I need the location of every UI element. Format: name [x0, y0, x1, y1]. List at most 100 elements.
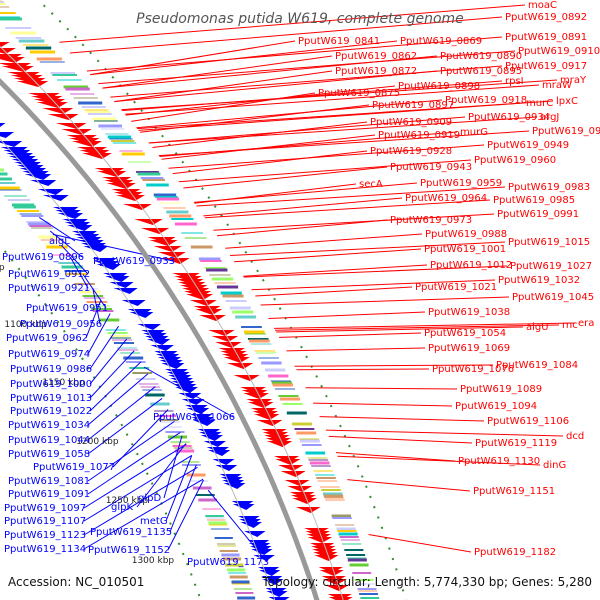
- leader-line-forward: [193, 182, 418, 203]
- reverse-gene-arrow: [244, 531, 266, 537]
- gene-label-forward: PputW619_0897: [372, 100, 454, 111]
- leader-line-forward: [102, 55, 333, 89]
- leader-line-reverse: [87, 313, 111, 355]
- gene-label-forward: PputW619_0943: [390, 162, 472, 173]
- leader-line-forward: [243, 264, 428, 277]
- strand-line: [0, 138, 276, 600]
- gene-label-forward: PputW619_0973: [390, 215, 472, 226]
- gene-label-forward: PputW619_0991: [497, 209, 579, 220]
- gene-label-reverse: PputW619_1000: [10, 379, 92, 390]
- forward-gene-arrow: [96, 171, 127, 177]
- gene-label-reverse: PputW619_1135: [90, 527, 172, 538]
- forward-gene-arrow: [295, 507, 321, 513]
- leader-line-reverse: [38, 216, 76, 242]
- reverse-gene-arrow: [223, 483, 246, 489]
- gene-label-reverse: PputW619_1091: [8, 489, 90, 500]
- leader-line-forward: [152, 121, 368, 148]
- leader-line-forward: [213, 213, 495, 231]
- forward-gene-arrow: [292, 498, 318, 504]
- reverse-gene-arrow: [150, 345, 174, 351]
- forward-gene-arrow: [16, 81, 49, 87]
- gene-label-forward: PputW619_0919: [378, 130, 460, 141]
- forward-gene-arrow: [122, 204, 152, 210]
- gene-label-reverse: PputW619_1097: [4, 503, 86, 514]
- leader-line-forward: [168, 144, 485, 169]
- gene-label-forward: murC: [526, 98, 553, 109]
- leader-line-forward: [251, 279, 496, 291]
- gene-label-reverse: PputW619_1044: [8, 435, 90, 446]
- leader-line-forward: [90, 40, 296, 76]
- forward-gene-arrow: [0, 57, 25, 63]
- gene-label-forward: mraY: [560, 75, 587, 86]
- gene-label-reverse: PputW619_1107: [4, 516, 86, 527]
- reverse-gene-arrow: [146, 339, 171, 345]
- reverse-gene-arrow: [215, 465, 238, 471]
- gene-label-reverse: PputW619_1013: [10, 393, 92, 404]
- leader-line-forward: [136, 99, 443, 129]
- leader-line-forward: [255, 286, 413, 297]
- leader-line-forward: [319, 416, 485, 422]
- forward-gene-arrow: [195, 309, 223, 315]
- reverse-gene-arrow: [178, 393, 202, 399]
- leader-line-reverse: [85, 299, 102, 339]
- gene-label-forward: PputW619_0960: [474, 155, 556, 166]
- reverse-gene-arrow: [240, 522, 263, 528]
- forward-gene-arrow: [185, 294, 214, 300]
- reverse-gene-arrow: [121, 300, 146, 306]
- forward-gene-arrow: [134, 219, 163, 225]
- reverse-gene-arrow: [113, 288, 138, 294]
- gene-label-forward: PputW619_1038: [428, 307, 510, 318]
- reverse-gene-arrow: [83, 246, 109, 252]
- reverse-gene-arrow: [30, 180, 57, 186]
- forward-gene-arrow: [81, 153, 112, 159]
- gene-label-forward: PputW619_1045: [512, 292, 594, 303]
- leader-line-reverse: [70, 257, 89, 289]
- leader-line-forward: [276, 326, 524, 333]
- gene-label-forward: PputW619_0890: [440, 51, 522, 62]
- gene-label-reverse: PputW619_0974: [8, 349, 90, 360]
- reverse-gene-arrow: [192, 420, 216, 426]
- tick-label: 1100 kbp: [4, 320, 47, 330]
- gene-label-reverse: PputW619_0986: [10, 364, 92, 375]
- gene-label-forward: PputW619_0934: [468, 112, 550, 123]
- reverse-gene-arrow: [181, 399, 205, 405]
- gene-label-forward: lpxC: [556, 96, 578, 107]
- reverse-gene-arrow: [208, 450, 231, 456]
- gene-label-forward: PputW619_0964: [405, 193, 487, 204]
- gene-label-forward: dinG: [543, 460, 566, 471]
- gene-label-forward: PputW619_1001: [424, 244, 506, 255]
- leader-line-reverse: [143, 366, 234, 418]
- leader-line-forward: [275, 324, 560, 331]
- leader-line-reverse: [52, 233, 174, 262]
- forward-gene-arrow: [266, 441, 293, 447]
- gene-label-forward: PputW619_1106: [487, 416, 569, 427]
- leader-line-forward: [294, 364, 494, 367]
- forward-gene-arrow: [284, 480, 310, 486]
- gene-label-reverse: glpK: [111, 502, 133, 513]
- gene-label-reverse: PputW619_1077: [33, 462, 115, 473]
- forward-gene-arrow: [215, 342, 242, 348]
- gene-label-reverse: PputW619_1066: [153, 412, 235, 423]
- gene-label-forward: PputW619_1151: [473, 486, 555, 497]
- leader-line-forward: [137, 100, 554, 130]
- forward-gene-arrow: [256, 420, 283, 426]
- gene-label-forward: PputW619_0985: [493, 195, 575, 206]
- map-title: Pseudomonas putida W619, complete genome: [136, 11, 464, 27]
- reverse-gene-arrow: [259, 570, 281, 576]
- gene-label-forward: rpsI: [505, 76, 524, 87]
- gene-label-forward: dcd: [566, 431, 584, 442]
- reverse-gene-arrow: [109, 282, 134, 288]
- reverse-gene-arrow: [161, 363, 185, 369]
- reverse-gene-arrow: [67, 225, 93, 231]
- gene-label-reverse: PputW619_0912: [8, 269, 90, 280]
- reverse-gene-arrow: [57, 213, 84, 219]
- gene-label-forward: PputW619_1089: [460, 384, 542, 395]
- gene-label-forward: PputW619_0872: [335, 66, 417, 77]
- forward-gene-arrow: [162, 258, 190, 264]
- forward-gene-arrow: [140, 228, 170, 234]
- leader-line-forward: [148, 116, 538, 144]
- forward-gene-arrow: [153, 246, 182, 252]
- leader-line-reverse: [89, 325, 119, 370]
